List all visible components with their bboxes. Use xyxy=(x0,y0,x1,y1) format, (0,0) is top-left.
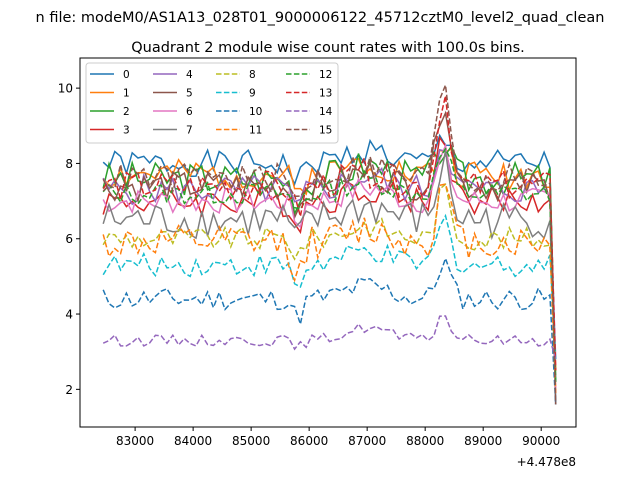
legend-label-7: 7 xyxy=(186,125,193,137)
x-tick-label: 90000 xyxy=(522,434,560,448)
legend-label-1: 1 xyxy=(123,88,130,100)
legend-label-6: 6 xyxy=(186,106,193,118)
ticks-layer: 83000 84000 85000 86000 87000 88000 89000 90000… xyxy=(58,82,561,448)
series-layer xyxy=(102,84,557,405)
legend-label-12: 12 xyxy=(319,69,332,81)
series-line-3 xyxy=(102,135,557,371)
legend-box xyxy=(85,62,339,144)
legend-label-13: 13 xyxy=(319,88,332,100)
x-tick-label: 89000 xyxy=(464,434,502,448)
series-line-5 xyxy=(102,110,557,405)
series-line-15 xyxy=(102,84,557,405)
legend-label-4: 4 xyxy=(186,69,193,81)
y-tick-label: 10 xyxy=(58,82,73,96)
legend-label-14: 14 xyxy=(319,106,333,118)
series-line-9 xyxy=(102,213,557,360)
chart-title: Quadrant 2 module wise count rates with … xyxy=(131,40,525,56)
y-tick-label: 8 xyxy=(65,157,73,171)
x-axis-offset-label: +4.478e8 xyxy=(517,455,576,469)
legend-label-10: 10 xyxy=(249,106,262,118)
x-tick-label: 87000 xyxy=(348,434,386,448)
series-line-1 xyxy=(102,148,557,394)
plot-frame xyxy=(79,57,577,428)
y-tick-label: 4 xyxy=(65,308,73,322)
series-line-11 xyxy=(102,183,557,394)
y-tick-label: 2 xyxy=(65,383,73,397)
legend-label-11: 11 xyxy=(249,125,262,137)
series-line-8 xyxy=(102,182,557,371)
legend-label-9: 9 xyxy=(249,88,256,100)
y-tick-label: 6 xyxy=(65,232,73,246)
x-tick-label: 86000 xyxy=(290,434,328,448)
series-line-6 xyxy=(102,142,557,394)
series-line-10 xyxy=(102,256,557,405)
series-line-7 xyxy=(102,150,557,382)
legend-label-2: 2 xyxy=(123,106,130,118)
series-line-14 xyxy=(102,315,557,360)
series-line-13 xyxy=(102,95,557,371)
legend-label-5: 5 xyxy=(186,88,193,100)
legend-label-3: 3 xyxy=(123,125,130,137)
legend-label-15: 15 xyxy=(319,125,332,137)
legend-label-0: 0 xyxy=(123,69,130,81)
legend-label-8: 8 xyxy=(249,69,256,81)
x-tick-label: 85000 xyxy=(232,434,270,448)
x-tick-label: 88000 xyxy=(406,434,444,448)
x-tick-label: 84000 xyxy=(174,434,212,448)
x-tick-label: 83000 xyxy=(116,434,154,448)
figure-suptitle: n file: modeM0/AS1A13_028T01_9000006122_… xyxy=(36,10,605,26)
